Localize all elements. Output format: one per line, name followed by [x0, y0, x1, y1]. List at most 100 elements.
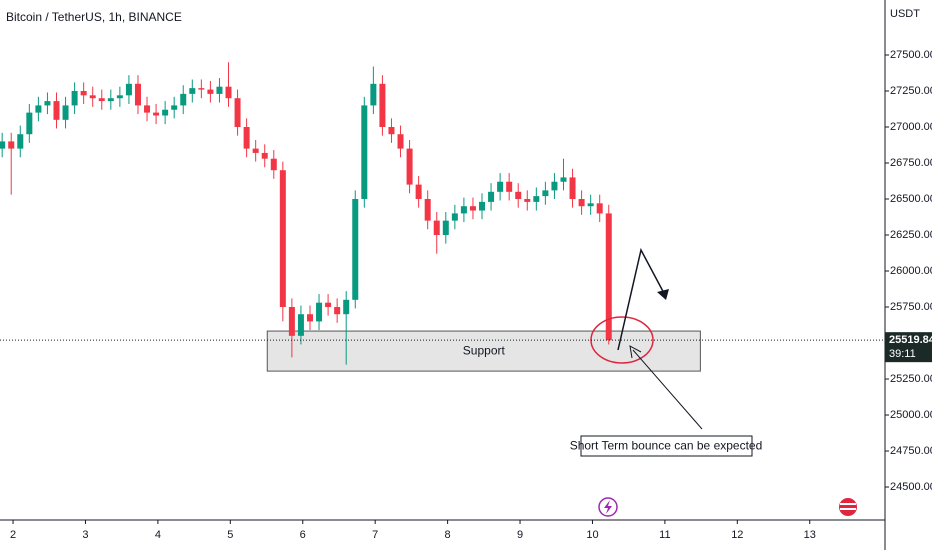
x-tick-label: 7: [372, 529, 378, 541]
candle-body: [370, 83, 377, 106]
candle-body: [288, 307, 295, 336]
candle-body: [587, 203, 594, 207]
candle-body: [542, 190, 549, 197]
x-tick-label: 10: [586, 529, 598, 541]
candle-body: [560, 177, 567, 182]
candle-body: [569, 177, 576, 200]
candle-body: [180, 93, 187, 106]
candle-body: [134, 83, 141, 106]
candle-body: [469, 206, 476, 211]
candle-body: [424, 199, 431, 221]
x-tick-label: 9: [517, 529, 523, 541]
candle-body: [270, 158, 277, 171]
chart-title: Bitcoin / TetherUS, 1h, BINANCE: [6, 10, 182, 24]
candle-body: [297, 314, 304, 336]
candle-body: [171, 105, 178, 110]
x-tick-label: 11: [659, 529, 670, 541]
candle-body: [533, 196, 540, 202]
y-tick-label: 25250.00: [890, 373, 932, 385]
candle-body: [388, 127, 395, 135]
candle-body: [488, 191, 495, 202]
candle-body: [35, 105, 42, 113]
candles: [0, 62, 612, 365]
candle-body: [343, 299, 350, 315]
candle-body: [116, 95, 123, 99]
projection-arrow: [617, 247, 667, 351]
axis-unit: USDT: [890, 8, 920, 20]
candle-body: [144, 105, 151, 113]
arrow-head: [657, 289, 669, 300]
candle-body: [8, 141, 15, 149]
x-tick-label: 6: [300, 529, 306, 541]
candle-body: [433, 220, 440, 236]
candle-body: [325, 302, 332, 308]
callout-arrow: [632, 349, 703, 430]
candle-body: [71, 91, 78, 106]
y-tick-label: 25000.00: [890, 409, 932, 421]
y-tick-label: 26000.00: [890, 265, 932, 277]
candle-body: [379, 83, 386, 128]
candle-body: [17, 134, 24, 149]
arrow-head: [629, 345, 642, 359]
y-tick-label: 26750.00: [890, 157, 932, 169]
candle-body: [524, 199, 531, 202]
last-price-label: 25519.84: [889, 334, 932, 346]
candle-body: [316, 302, 323, 322]
candle-body: [596, 203, 603, 214]
candle-body: [98, 98, 105, 102]
candle-body: [53, 101, 60, 120]
y-tick-label: 24750.00: [890, 445, 932, 457]
candle-body: [406, 148, 413, 185]
candle-body: [225, 86, 232, 99]
x-tick-label: 4: [155, 529, 161, 541]
flag-icon[interactable]: [839, 498, 857, 516]
candle-body: [107, 98, 114, 102]
y-tick-label: 24500.00: [890, 481, 932, 493]
candle-body: [198, 88, 205, 90]
x-tick-label: 12: [731, 529, 743, 541]
candle-body: [415, 184, 422, 200]
y-tick-label: 27250.00: [890, 85, 932, 97]
candle-body: [397, 134, 404, 149]
support-label: Support: [463, 343, 506, 357]
event-icon[interactable]: [598, 497, 618, 517]
y-tick-label: 27500.00: [890, 49, 932, 61]
candle-body: [261, 152, 268, 159]
candle-body: [442, 220, 449, 236]
callout-text: Short Term bounce can be expected: [570, 439, 763, 453]
candle-body: [479, 201, 486, 211]
candle-body: [578, 199, 585, 207]
countdown-label: 39:11: [889, 348, 916, 360]
support-zone: [266, 330, 701, 372]
y-tick-label: 25750.00: [890, 301, 932, 313]
candle-body: [216, 86, 223, 94]
candle-body: [125, 83, 132, 96]
candle-body: [62, 105, 69, 120]
candle-body: [306, 314, 313, 322]
overlay: Short Term bounce can be expected: [570, 247, 763, 457]
candle-body: [334, 307, 341, 315]
candle-body: [279, 170, 286, 308]
support-zone-group: Support: [266, 330, 701, 372]
callout-box: [580, 435, 753, 457]
x-tick-label: 2: [10, 529, 16, 541]
y-tick-label: 26250.00: [890, 229, 932, 241]
candle-body: [605, 213, 612, 341]
last-price-box: [885, 332, 932, 363]
candle-body: [551, 181, 558, 191]
candle-body: [515, 191, 522, 200]
candle-body: [243, 127, 250, 149]
candle-body: [506, 181, 513, 192]
candle-body: [451, 213, 458, 221]
candle-body: [0, 141, 6, 149]
candle-body: [497, 181, 504, 192]
candle-body: [153, 112, 160, 116]
candle-body: [80, 91, 87, 96]
x-tick-label: 8: [445, 529, 451, 541]
x-tick-label: 3: [82, 529, 88, 541]
candle-body: [89, 95, 96, 99]
y-tick-label: 26500.00: [890, 193, 932, 205]
